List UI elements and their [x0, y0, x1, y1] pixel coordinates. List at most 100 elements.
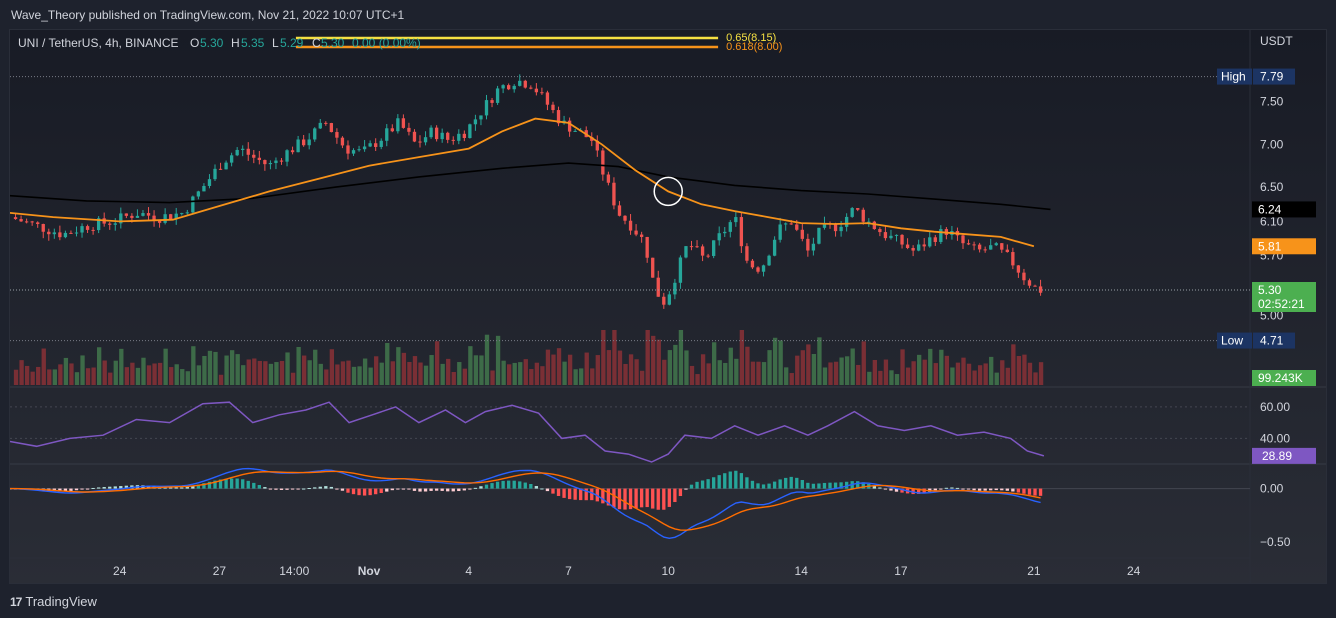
price-axis-unit: USDT: [1260, 34, 1293, 48]
volume-bar: [506, 364, 512, 385]
candle-body: [379, 140, 383, 147]
high-value-box: [1253, 68, 1295, 85]
candle-body: [656, 277, 660, 297]
candle-body: [905, 244, 910, 248]
volume-bar: [989, 356, 994, 385]
candle-body: [307, 139, 311, 146]
candle-body: [917, 244, 921, 251]
volume-bar: [346, 360, 351, 385]
macd-histogram-bar: [989, 488, 993, 491]
volume-bar: [296, 346, 301, 385]
macd-histogram-bar: [900, 488, 904, 493]
macd-histogram-bar: [374, 488, 378, 495]
volume-bar: [263, 361, 268, 385]
volume-bar: [241, 365, 246, 385]
candle-body: [113, 223, 117, 225]
candle-body: [451, 139, 455, 141]
macd-histogram-bar: [185, 486, 189, 489]
candle-body: [96, 218, 101, 231]
candle-body: [318, 122, 322, 129]
volume-bar: [872, 360, 878, 385]
candle-body: [506, 85, 511, 90]
candle-body: [257, 157, 261, 161]
candle-body: [19, 219, 23, 222]
volume-bar: [446, 358, 451, 385]
candle-body: [811, 243, 816, 251]
legend-o-label: O: [190, 36, 199, 50]
volume-bar: [324, 369, 329, 385]
legend-c-value: 5.30: [321, 36, 345, 50]
macd-histogram-bar: [612, 488, 616, 508]
time-axis-tick: 4: [465, 564, 472, 578]
candle-body: [856, 208, 860, 210]
candle-body: [767, 255, 771, 266]
volume-bar: [911, 361, 916, 385]
candle-body: [1000, 243, 1004, 250]
candle-body: [30, 221, 34, 223]
volume-bar: [207, 350, 213, 385]
chart-svg[interactable]: 0.65(8.15)0.618(8.00) USDT 7.50 7.00 6.50 6.…: [10, 30, 1327, 584]
macd-histogram-bar: [756, 483, 760, 489]
volume-bar: [196, 365, 202, 385]
volume-bar: [202, 355, 207, 385]
legend-change: 0.00 (0.00%): [352, 36, 421, 50]
macd-histogram-bar: [501, 480, 505, 489]
candle-body: [556, 110, 561, 124]
candle-body: [385, 128, 389, 141]
volume-bar: [767, 350, 772, 385]
candle-body: [734, 217, 738, 223]
macd-histogram-bar: [385, 488, 389, 492]
macd-histogram-bar: [307, 487, 311, 489]
macd-histogram-bar: [939, 488, 943, 490]
macd-histogram-bar: [917, 488, 921, 494]
volume-bar: [540, 366, 545, 385]
macd-histogram-bar: [767, 483, 771, 489]
volume-bar: [811, 353, 817, 385]
macd-histogram-bar: [523, 482, 527, 489]
volume-bar: [739, 330, 745, 385]
volume-bar: [185, 371, 190, 385]
macd-histogram-bar: [318, 486, 322, 489]
macd-histogram-bar: [362, 488, 367, 496]
volume-bar: [634, 359, 639, 385]
volume-bar: [844, 356, 850, 385]
macd-histogram-bar: [468, 488, 472, 490]
volume-bar: [651, 335, 656, 385]
macd-histogram-bar: [296, 488, 300, 490]
candle-body: [651, 257, 655, 278]
ema-fast-line: [10, 117, 1035, 248]
volume-bar: [279, 360, 285, 385]
macd-histogram-bar: [651, 488, 655, 509]
volume-bar: [728, 347, 733, 385]
macd-histogram-bar: [401, 488, 406, 490]
candle-body: [108, 223, 112, 225]
macd-histogram-bar: [734, 470, 738, 489]
candle-body: [911, 247, 915, 251]
macd-histogram-bar: [590, 488, 594, 501]
macd-histogram-bar: [800, 480, 804, 489]
macd-histogram-bar: [440, 488, 444, 491]
volume-bar: [667, 350, 673, 385]
volume-bar: [429, 355, 434, 385]
volume-bar: [252, 358, 257, 385]
macd-histogram-bar: [573, 488, 577, 500]
macd-histogram-bar: [324, 486, 328, 489]
macd-histogram-bar: [96, 487, 101, 489]
macd-signal-line: [10, 470, 1041, 531]
candle-body: [595, 140, 599, 151]
candle-body: [229, 155, 234, 163]
chart-area[interactable]: 0.65(8.15) 0.618(8.00) USDT 7.50 7.00 6.50 6.…: [9, 29, 1327, 584]
candle-body: [157, 220, 162, 223]
macd-histogram-bar: [351, 488, 356, 495]
macd-histogram-bar: [80, 488, 84, 490]
candle-body: [634, 230, 638, 235]
price-layer: 0.65(8.15)0.618(8.00): [10, 32, 1250, 342]
volume-bar: [534, 362, 540, 385]
candle-body: [135, 215, 140, 218]
candle-body: [662, 296, 666, 305]
ema-cross-marker[interactable]: [653, 176, 683, 207]
macd-histogram-bar: [180, 487, 184, 489]
volume-bar: [806, 344, 811, 385]
volume-bar: [706, 363, 711, 385]
macd-histogram-bar: [778, 479, 782, 489]
